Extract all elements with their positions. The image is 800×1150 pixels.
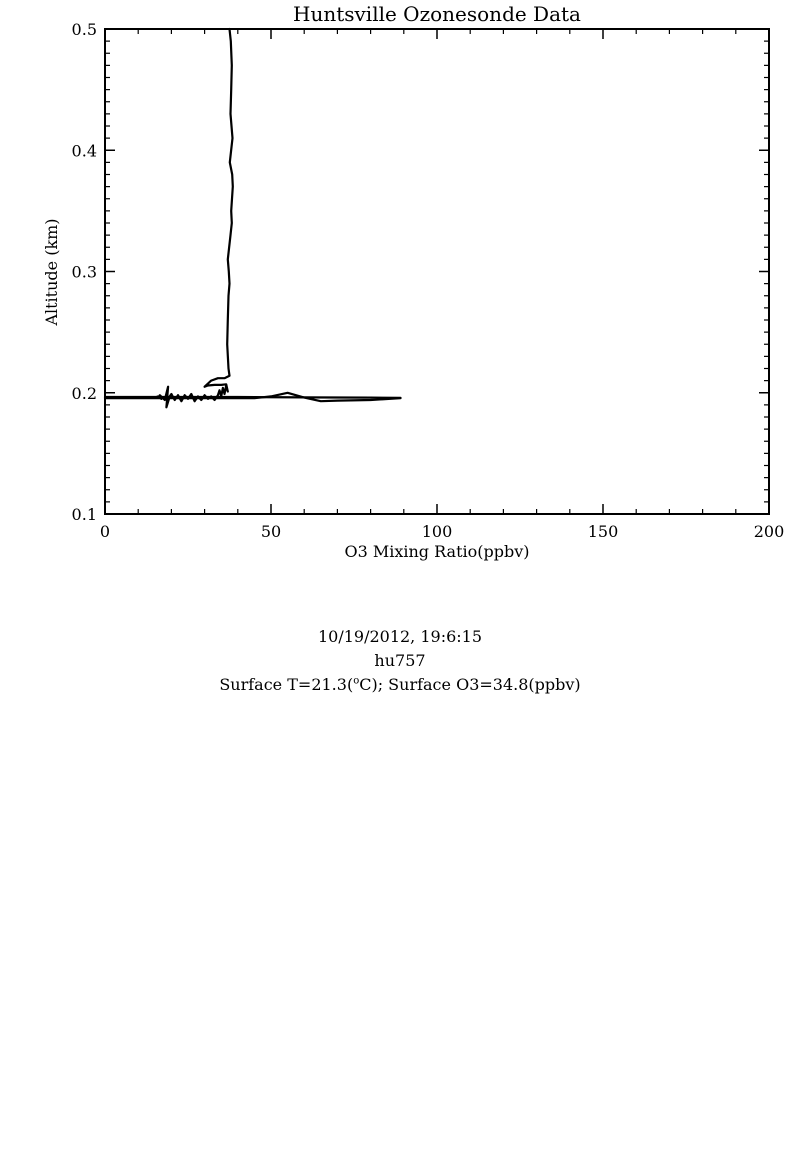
ozone-profile-chart: 0 50 100 150 200 0.1 0.2 0.3 0.4 0.5 Huntsville O… [42, 2, 785, 561]
launch-datetime: 10/19/2012, 19:6:15 [317, 627, 483, 646]
axis-ticks [104, 28, 770, 515]
series-layer [103, 27, 402, 409]
x-tick-label: 0 [100, 522, 110, 541]
x-tick-label: 200 [754, 522, 785, 541]
x-axis-label: O3 Mixing Ratio(ppbv) [344, 542, 529, 561]
surface-t-suffix: C); Surface O3=34.8(ppbv) [359, 675, 581, 694]
y-tick-label: 0.5 [72, 20, 97, 39]
y-tick-label: 0.1 [72, 505, 97, 524]
tick-labels: 0 50 100 150 200 0.1 0.2 0.3 0.4 0.5 [72, 20, 785, 541]
plot-frame [104, 28, 770, 515]
x-tick-label: 100 [422, 522, 453, 541]
degree-superscript: o [353, 675, 360, 687]
x-tick-label: 50 [261, 522, 281, 541]
y-tick-label: 0.2 [72, 384, 97, 403]
y-axis-label: Altitude (km) [42, 218, 61, 326]
sonde-id: hu757 [374, 651, 426, 670]
surface-conditions: Surface T=21.3(oC); Surface O3=34.8(ppbv… [0, 674, 800, 696]
series-line-3 [103, 395, 402, 399]
chart-title: Huntsville Ozonesonde Data [293, 2, 581, 26]
series-line-2 [103, 391, 402, 403]
x-tick-label: 150 [588, 522, 619, 541]
series-line-1 [103, 27, 234, 409]
surface-t-prefix: Surface T=21.3( [219, 675, 354, 694]
y-tick-label: 0.4 [72, 141, 97, 160]
y-tick-label: 0.3 [72, 263, 97, 282]
